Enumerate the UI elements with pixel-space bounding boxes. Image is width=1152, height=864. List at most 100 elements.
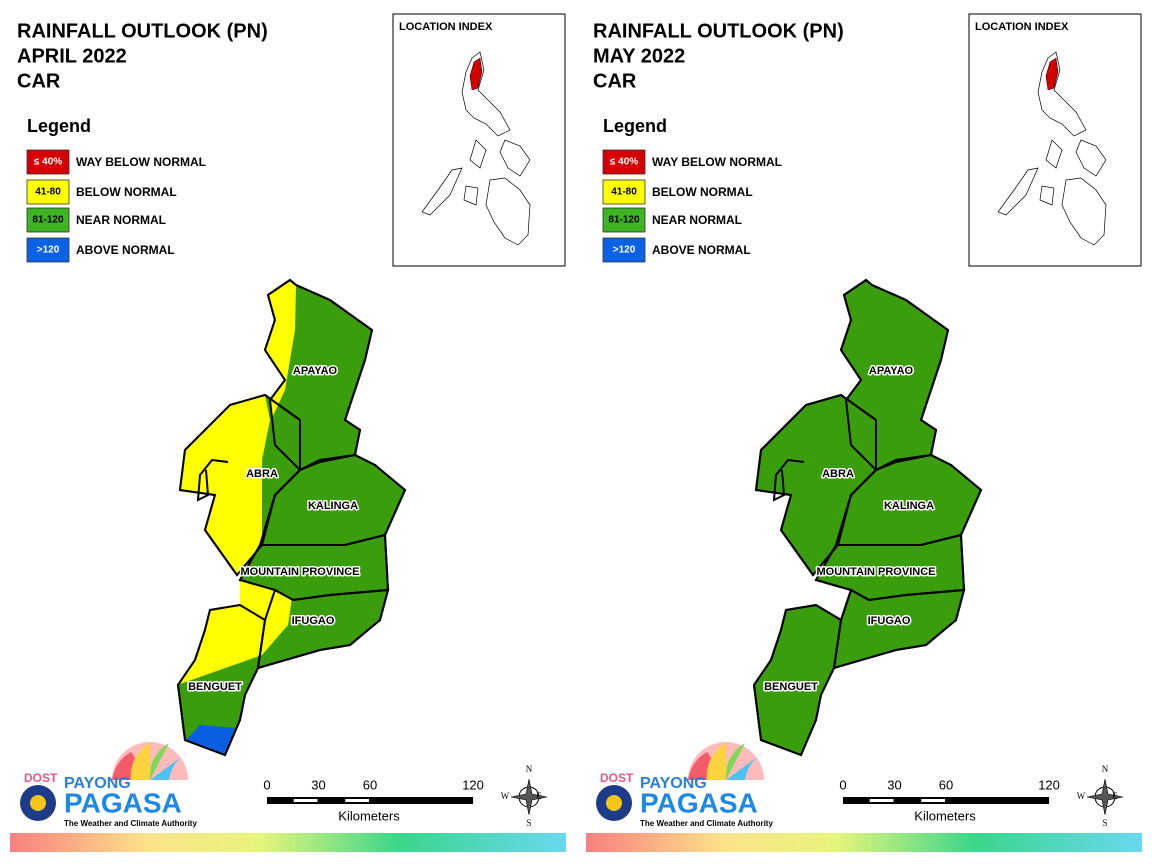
logo-pagasa: PAGASA bbox=[64, 787, 182, 818]
province-label: IFUGAO bbox=[868, 615, 911, 627]
scale-tick: 60 bbox=[939, 777, 953, 792]
province-label: KALINGA bbox=[884, 500, 934, 512]
car-highlight bbox=[469, 57, 483, 91]
province-label: APAYAO bbox=[293, 365, 338, 377]
river bbox=[196, 458, 229, 502]
index-box bbox=[968, 13, 1142, 267]
logo-dost: DOST bbox=[600, 771, 634, 785]
compass-letter: E bbox=[1112, 791, 1118, 801]
index-box bbox=[392, 13, 566, 267]
legend-key: >120 bbox=[613, 245, 636, 256]
province-label: BENGUET bbox=[764, 681, 818, 693]
province-border bbox=[834, 453, 983, 546]
legend-swatch bbox=[602, 207, 646, 233]
scale-tick: 30 bbox=[887, 777, 901, 792]
panel: RAINFALL OUTLOOK (PN) APRIL 2022 CAR Legend… bbox=[10, 13, 566, 852]
legend-swatch bbox=[26, 179, 70, 205]
scale-segment bbox=[869, 799, 894, 802]
scale-bar bbox=[843, 797, 1050, 804]
province-border bbox=[176, 603, 267, 757]
scale-tick: 120 bbox=[1038, 777, 1060, 792]
legend-label: WAY BELOW NORMAL bbox=[652, 155, 782, 169]
province-label: ABRA bbox=[822, 468, 854, 480]
legend-key: 81-120 bbox=[32, 215, 64, 226]
outlook-zone bbox=[186, 725, 235, 755]
philippines bbox=[421, 51, 531, 246]
legend-swatch bbox=[26, 207, 70, 233]
compass-letter: E bbox=[536, 791, 542, 801]
outlook-zone bbox=[180, 395, 270, 575]
scale-tick: 30 bbox=[311, 777, 325, 792]
legend-title: Legend bbox=[27, 116, 91, 136]
legend-label: NEAR NORMAL bbox=[652, 213, 742, 227]
index-title: LOCATION INDEX bbox=[975, 21, 1069, 33]
province-label: IFUGAO bbox=[292, 615, 335, 627]
province-label: ABRA bbox=[246, 468, 278, 480]
province-label: MOUNTAIN PROVINCE bbox=[241, 566, 360, 578]
legend-swatch bbox=[602, 237, 646, 263]
legend-key: 41-80 bbox=[611, 187, 637, 198]
legend-swatch bbox=[26, 237, 70, 263]
province-label: KALINGA bbox=[308, 500, 358, 512]
scale-segment bbox=[345, 799, 370, 802]
outlook-zone bbox=[180, 580, 292, 684]
philippines bbox=[997, 51, 1107, 246]
compass-letter: S bbox=[526, 818, 531, 828]
compass-letter: N bbox=[1102, 764, 1109, 774]
scale-tick: 0 bbox=[263, 777, 270, 792]
logo-payong: PAYONG bbox=[640, 775, 707, 792]
title: CAR bbox=[17, 70, 61, 92]
province-border bbox=[752, 603, 843, 757]
outlook-zone bbox=[265, 280, 296, 418]
legend-label: BELOW NORMAL bbox=[652, 185, 753, 199]
scale-tick: 60 bbox=[363, 777, 377, 792]
logo-pagasa: PAGASA bbox=[640, 787, 758, 818]
umbrella-panel bbox=[725, 743, 745, 780]
legend-key: ≤ 40% bbox=[34, 157, 62, 168]
scale-tick: 120 bbox=[462, 777, 484, 792]
color-band bbox=[10, 833, 566, 852]
title: RAINFALL OUTLOOK (PN) bbox=[17, 20, 268, 42]
title: APRIL 2022 bbox=[17, 45, 127, 67]
umbrella-panel bbox=[149, 743, 169, 780]
umbrella-panel bbox=[706, 743, 726, 780]
umbrella-panel bbox=[130, 743, 150, 780]
province-label: APAYAO bbox=[869, 365, 914, 377]
compass-star bbox=[1086, 778, 1124, 816]
logo-tagline: The Weather and Climate Authority bbox=[64, 819, 197, 828]
river bbox=[772, 458, 805, 502]
panel: RAINFALL OUTLOOK (PN) MAY 2022 CAR Legend ≤ … bbox=[586, 13, 1142, 852]
umbrella-panel bbox=[150, 752, 188, 780]
title: RAINFALL OUTLOOK (PN) bbox=[593, 20, 844, 42]
legend-label: BELOW NORMAL bbox=[76, 185, 177, 199]
logo-dost: DOST bbox=[24, 771, 58, 785]
compass-letter: W bbox=[1077, 791, 1086, 801]
legend-swatch bbox=[602, 149, 646, 175]
logo-seal-inner bbox=[30, 795, 46, 811]
legend-swatch bbox=[602, 179, 646, 205]
legend-label: NEAR NORMAL bbox=[76, 213, 166, 227]
province-border bbox=[258, 453, 407, 546]
legend-swatch bbox=[26, 149, 70, 175]
title: MAY 2022 bbox=[593, 45, 685, 67]
province-label: BENGUET bbox=[188, 681, 242, 693]
scale-unit: Kilometers bbox=[914, 808, 976, 823]
scale-tick: 0 bbox=[839, 777, 846, 792]
legend-key: 81-120 bbox=[608, 215, 640, 226]
scale-segment bbox=[921, 799, 946, 802]
legend-key: ≤ 40% bbox=[610, 157, 638, 168]
umbrella-panel bbox=[726, 752, 764, 780]
car-highlight bbox=[1045, 57, 1059, 91]
logo-seal-inner bbox=[606, 795, 622, 811]
province-label: MOUNTAIN PROVINCE bbox=[817, 566, 936, 578]
logo-payong: PAYONG bbox=[64, 775, 131, 792]
legend-title: Legend bbox=[603, 116, 667, 136]
legend-key: >120 bbox=[37, 245, 60, 256]
legend-label: ABOVE NORMAL bbox=[652, 243, 751, 257]
index-title: LOCATION INDEX bbox=[399, 21, 493, 33]
legend-key: 41-80 bbox=[35, 187, 61, 198]
scale-segment bbox=[293, 799, 318, 802]
compass-star bbox=[510, 778, 548, 816]
logo-tagline: The Weather and Climate Authority bbox=[640, 819, 773, 828]
